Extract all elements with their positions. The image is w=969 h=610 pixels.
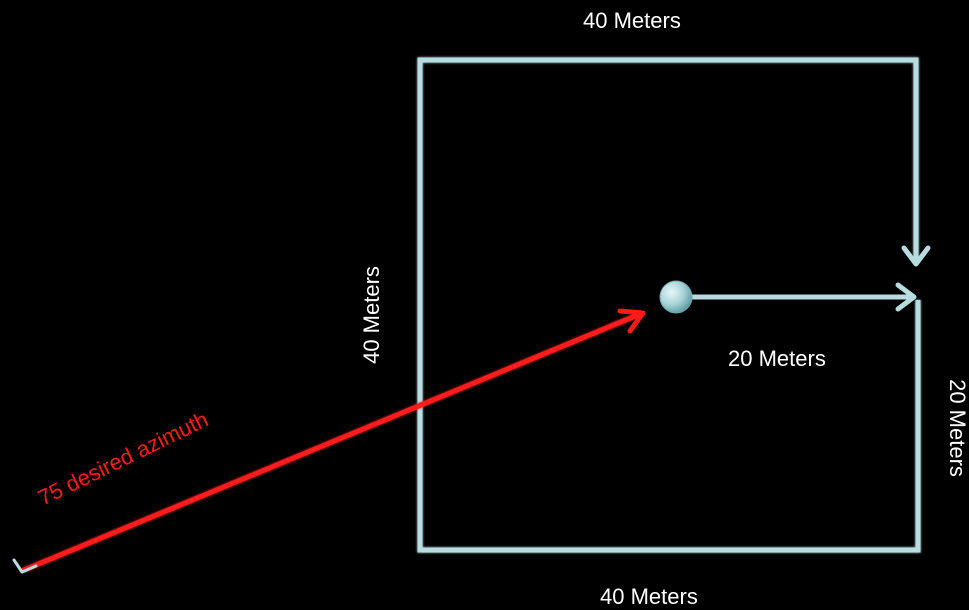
- bottom-side-label: 40 Meters: [600, 584, 698, 609]
- azimuth-arrowhead: [617, 308, 646, 334]
- azimuth-arrow-line: [21, 311, 643, 573]
- arrowhead-down: [901, 245, 931, 267]
- east-leg-label: 20 Meters: [728, 346, 826, 371]
- right-side-label: 20 Meters: [945, 379, 969, 477]
- position-marker: [659, 280, 693, 314]
- arrowhead-right: [895, 282, 917, 312]
- azimuth-origin-tick: [12, 558, 38, 574]
- square-path: [417, 57, 921, 553]
- top-side-label: 40 Meters: [583, 8, 681, 33]
- left-side-label: 40 Meters: [359, 266, 384, 364]
